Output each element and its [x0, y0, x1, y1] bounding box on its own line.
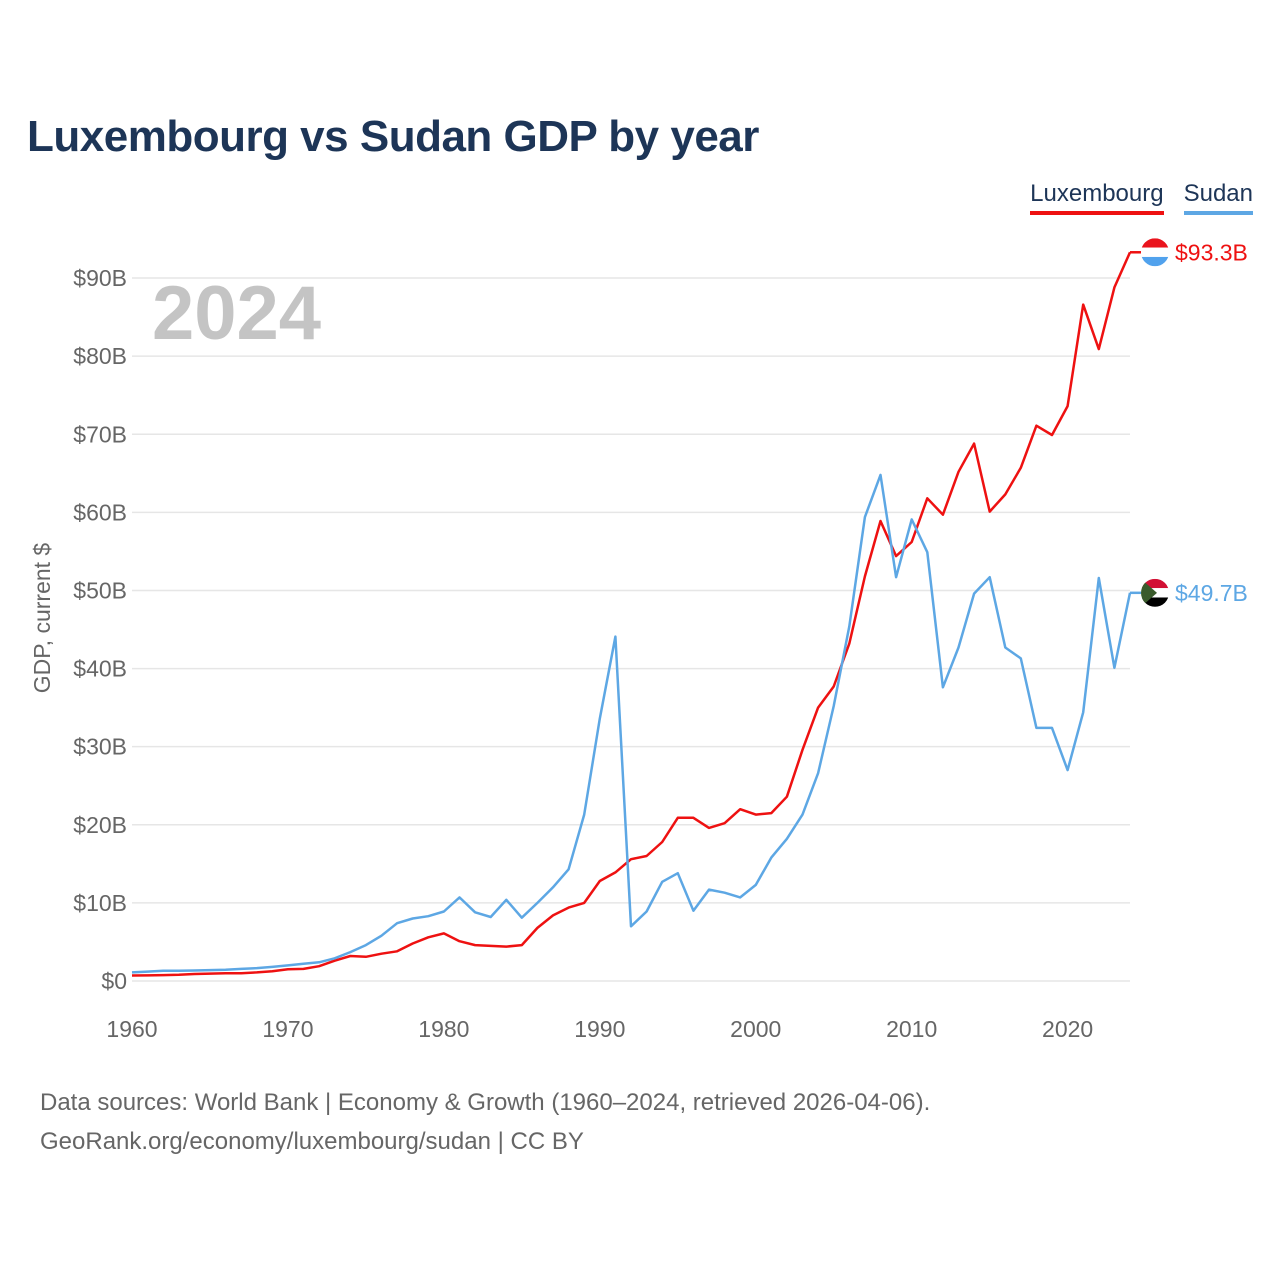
y-axis: $0 $10B $20B $30B $40B $50B $60B $70B $80B $90B	[73, 265, 127, 994]
end-markers: $93.3B $49.7B	[1130, 238, 1248, 607]
x-tick-label: 1990	[574, 1016, 625, 1042]
x-tick-label: 1960	[106, 1016, 157, 1042]
legend-item-sudan[interactable]: Sudan	[1183, 180, 1253, 215]
y-tick-label: $80B	[73, 343, 127, 369]
y-axis-label: GDP, current $	[29, 543, 55, 694]
end-value-label-luxembourg: $93.3B	[1175, 239, 1248, 265]
x-axis: 1960 1970 1980 1990 2000 2010 2020	[106, 1016, 1093, 1042]
source-url: GeoRank.org/economy/luxembourg/sudan | C…	[40, 1128, 584, 1155]
chart-title: Luxembourg vs Sudan GDP by year	[27, 112, 759, 161]
y-tick-label: $40B	[73, 656, 127, 682]
footer: Data sources: World Bank | Economy & Gro…	[40, 1083, 930, 1161]
y-tick-label: $60B	[73, 499, 127, 525]
x-tick-label: 1970	[262, 1016, 313, 1042]
y-tick-label: $20B	[73, 812, 127, 838]
y-tick-label: $30B	[73, 734, 127, 760]
x-tick-label: 2010	[886, 1016, 937, 1042]
year-watermark: 2024	[152, 271, 321, 356]
source-note: Data sources: World Bank | Economy & Gro…	[40, 1089, 931, 1116]
legend: Luxembourg Sudan	[1030, 180, 1253, 215]
y-tick-label: $10B	[73, 890, 127, 916]
luxembourg-flag-icon	[1141, 238, 1169, 267]
series-line-sudan	[131, 473, 1132, 974]
series-line-luxembourg	[131, 251, 1132, 977]
y-tick-label: $90B	[73, 265, 127, 291]
sudan-flag-icon	[1141, 578, 1169, 607]
gridlines	[132, 277, 1130, 982]
y-tick-label: $70B	[73, 421, 127, 447]
y-tick-label: $50B	[73, 577, 127, 603]
x-tick-label: 1980	[418, 1016, 469, 1042]
x-tick-label: 2020	[1042, 1016, 1093, 1042]
series-lines	[131, 251, 1132, 977]
end-value-label-sudan: $49.7B	[1175, 580, 1248, 606]
x-tick-label: 2000	[730, 1016, 781, 1042]
y-tick-label: $0	[101, 968, 127, 994]
legend-item-luxembourg[interactable]: Luxembourg	[1030, 180, 1164, 215]
